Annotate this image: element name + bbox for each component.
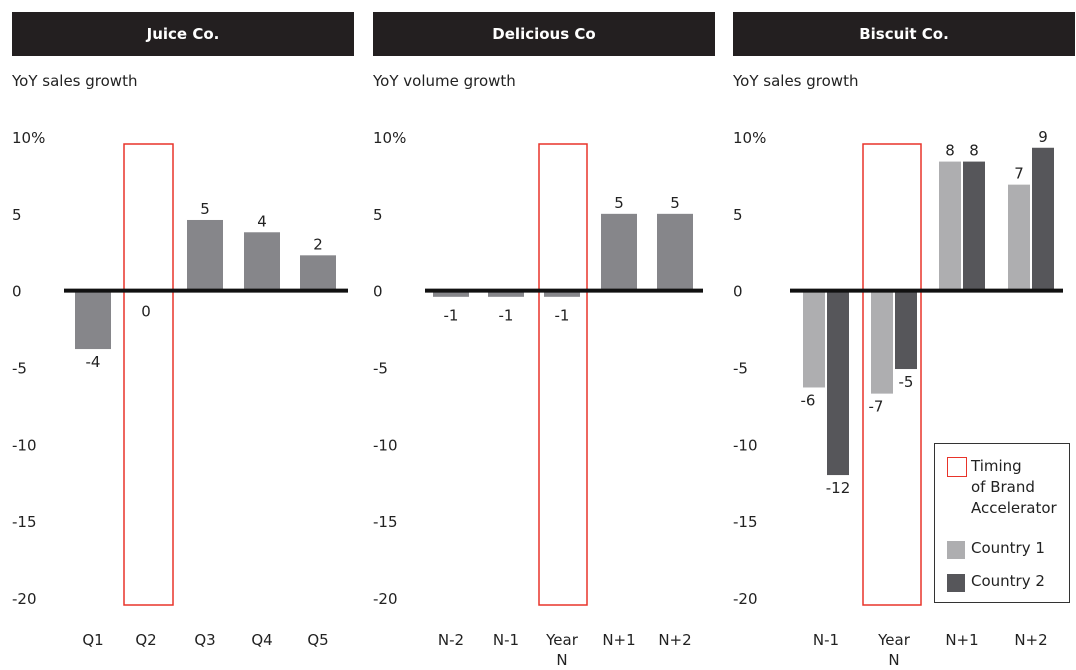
data-label: -4 <box>86 353 101 371</box>
panel-subtitle: YoY volume growth <box>373 72 516 90</box>
data-label: 8 <box>969 142 979 160</box>
data-label: 5 <box>200 200 210 218</box>
bar <box>601 213 637 291</box>
x-category-label: Q5 <box>307 631 328 649</box>
data-label: 5 <box>670 194 680 212</box>
data-label: -1 <box>499 307 514 325</box>
y-tick-label: 5 <box>733 206 743 224</box>
legend-country1-label: Country 1 <box>971 539 1045 557</box>
data-label: -1 <box>555 307 570 325</box>
bar <box>657 213 693 291</box>
x-category-label: Year <box>545 631 579 649</box>
bar <box>544 290 580 297</box>
y-tick-label: 10% <box>733 129 766 147</box>
data-label: -1 <box>444 307 459 325</box>
highlight-box <box>123 143 174 606</box>
bar-country1 <box>803 290 825 388</box>
x-category-label: N-1 <box>493 631 519 649</box>
y-tick-label: -5 <box>373 360 388 378</box>
bar <box>75 290 111 350</box>
data-label: -7 <box>869 398 884 416</box>
x-category-label: N <box>888 651 899 669</box>
data-label: -12 <box>826 479 851 497</box>
y-tick-label: 0 <box>373 283 383 301</box>
bar <box>300 255 336 291</box>
panel-header-delicious: Delicious Co <box>373 12 715 56</box>
y-tick-label: 10% <box>12 129 45 147</box>
y-tick-label: -10 <box>373 436 398 454</box>
x-category-label: N <box>556 651 567 669</box>
bar-country1 <box>871 290 893 394</box>
legend-timing-label: Timing of Brand Accelerator <box>971 456 1057 519</box>
data-label: -5 <box>899 373 914 391</box>
x-category-label: N-1 <box>813 631 839 649</box>
bar-country2 <box>827 290 849 476</box>
x-category-label: Q1 <box>82 631 103 649</box>
bar-country1 <box>939 161 961 291</box>
legend-country2-label: Country 2 <box>971 572 1045 590</box>
x-category-label: N-2 <box>438 631 464 649</box>
bar <box>187 219 223 291</box>
panel-title: Biscuit Co. <box>859 25 949 43</box>
y-tick-label: -20 <box>12 590 37 608</box>
x-category-label: N+1 <box>602 631 635 649</box>
bar <box>244 232 280 291</box>
y-tick-label: -20 <box>373 590 398 608</box>
data-label: 8 <box>945 142 955 160</box>
bar-country2 <box>895 290 917 370</box>
x-category-label: Year <box>877 631 911 649</box>
highlight-box <box>862 143 922 606</box>
legend-timing-line: of Brand <box>971 478 1035 496</box>
data-label: 5 <box>614 194 624 212</box>
legend-country1-swatch <box>947 541 965 559</box>
y-tick-label: -10 <box>12 436 37 454</box>
y-tick-label: 5 <box>12 206 22 224</box>
bar <box>433 290 469 297</box>
bar-country1 <box>1008 184 1030 291</box>
y-tick-label: -15 <box>373 513 398 531</box>
data-label: 2 <box>313 235 323 253</box>
data-label: 9 <box>1038 128 1048 146</box>
x-category-label: Q3 <box>194 631 215 649</box>
data-label: 0 <box>141 303 151 321</box>
legend-timing-swatch <box>947 457 967 477</box>
bar-country2 <box>963 161 985 291</box>
panel-title: Juice Co. <box>146 25 220 43</box>
y-tick-label: -10 <box>733 436 758 454</box>
x-category-label: Q2 <box>135 631 156 649</box>
y-tick-label: -15 <box>12 513 37 531</box>
x-category-label: N+2 <box>658 631 691 649</box>
y-tick-label: 10% <box>373 129 406 147</box>
x-category-label: N+1 <box>945 631 978 649</box>
y-tick-label: -15 <box>733 513 758 531</box>
data-label: -6 <box>801 391 816 409</box>
y-tick-label: 0 <box>12 283 22 301</box>
data-label: 7 <box>1014 165 1024 183</box>
y-tick-label: -5 <box>12 360 27 378</box>
bar-country2 <box>1032 147 1054 291</box>
bar <box>488 290 524 297</box>
x-category-label: N+2 <box>1014 631 1047 649</box>
y-tick-label: 0 <box>733 283 743 301</box>
panel-title: Delicious Co <box>492 25 596 43</box>
legend-country2-swatch <box>947 574 965 592</box>
y-tick-label: -5 <box>733 360 748 378</box>
y-tick-label: -20 <box>733 590 758 608</box>
highlight-box <box>538 143 588 606</box>
panel-header-biscuit: Biscuit Co. <box>733 12 1075 56</box>
x-category-label: Q4 <box>251 631 272 649</box>
panel-subtitle: YoY sales growth <box>733 72 859 90</box>
y-tick-label: 5 <box>373 206 383 224</box>
legend-timing-line: Timing <box>971 457 1022 475</box>
panel-header-juice: Juice Co. <box>12 12 354 56</box>
legend-timing-line: Accelerator <box>971 499 1057 517</box>
chart-legend: Timing of Brand Accelerator Country 1 Co… <box>934 443 1070 603</box>
panel-subtitle: YoY sales growth <box>12 72 138 90</box>
data-label: 4 <box>257 212 267 230</box>
